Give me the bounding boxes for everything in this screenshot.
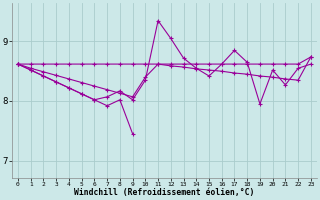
X-axis label: Windchill (Refroidissement éolien,°C): Windchill (Refroidissement éolien,°C) (74, 188, 255, 197)
